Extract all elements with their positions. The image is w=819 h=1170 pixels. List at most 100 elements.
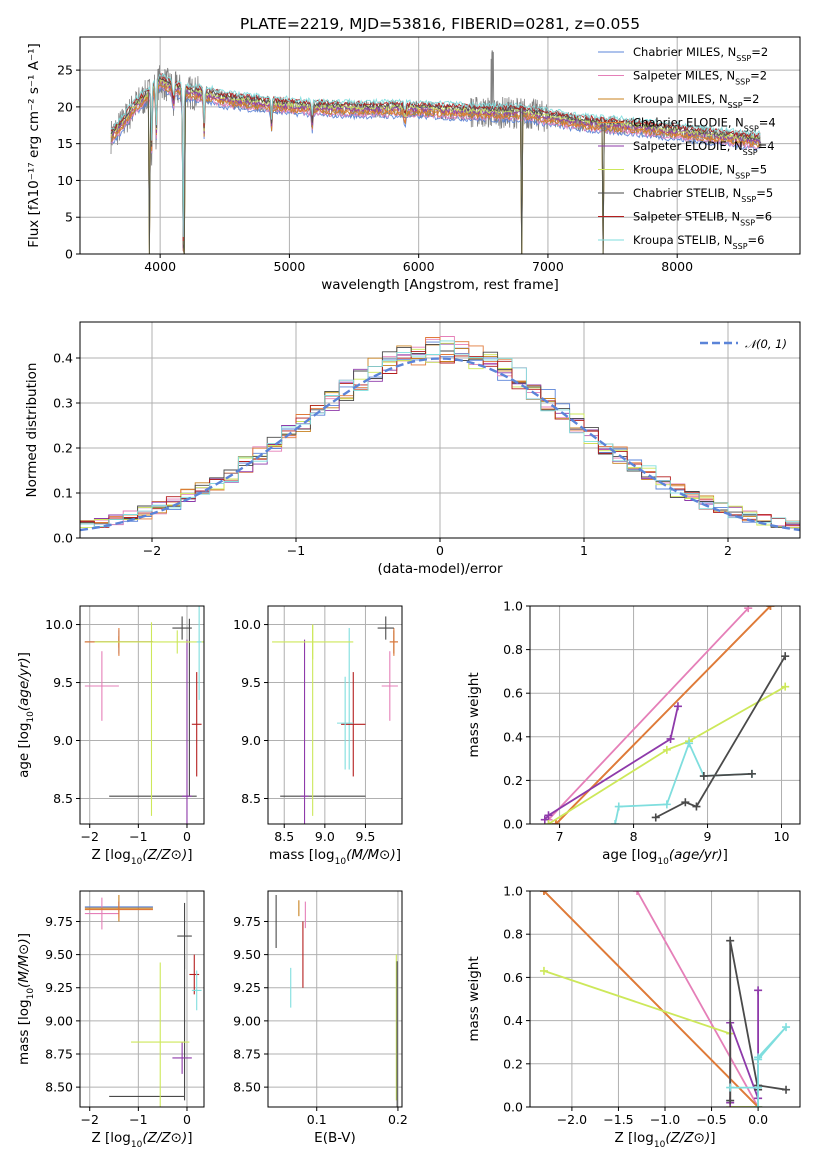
weight-line-salpeter-miles [636,891,759,1107]
chart-title: PLATE=2219, MJD=53816, FIBERID=0281, z=0… [240,15,640,33]
x-tick-label: 6000 [403,259,435,274]
plus-marker [754,986,763,995]
x-axis-label: age [log10(age/yr)] [602,847,728,867]
y-tick-label: 5 [65,210,73,225]
x-tick-label: 9 [704,829,712,844]
plus-marker [726,936,735,945]
x-tick-label: 0.0 [748,1112,768,1127]
plus-marker [766,606,775,610]
error-point-salpeter-miles [84,651,119,721]
y-tick-label: 0.8 [503,642,523,657]
y-axis-label: Flux [fλ10⁻¹⁷ erg cm⁻² s⁻¹ A⁻¹] [26,43,42,248]
legend-entry: Chabrier MILES, NSSP=2 [633,45,768,63]
y-tick-label: 0.6 [503,686,523,701]
x-tick-label: 7000 [532,259,564,274]
x-tick-label: −1 [129,829,147,844]
y-tick-label: 0.4 [53,351,73,366]
y-tick-label: 9.50 [45,947,73,962]
x-tick-label: 2 [724,543,732,558]
y-tick-label: 8.5 [53,791,73,806]
age-vs-metallicity-panel: −2 −1 0 8.5 9.0 9.5 10.0 Z [log10(Z/Z⊙)] age [lo… [16,605,205,867]
axes-frame [529,605,801,825]
plot-area [110,50,762,254]
plus-marker [633,891,642,895]
y-tick-label: 9.25 [45,980,73,995]
weight-line-chabrier-elodie [543,891,759,1107]
y-tick-label: 10 [57,173,73,188]
plus-marker [781,652,790,661]
plus-marker [611,820,620,824]
y-tick-label: 8.75 [233,1046,261,1061]
x-tick-label: 10 [774,829,790,844]
weight-line-salpeter-elodie [544,706,679,821]
error-point-kroupa-stelib [337,676,354,770]
model-spectrum-salpeter-stelib [110,72,761,242]
spectrum-panel: 4000 5000 6000 7000 8000 0 5 10 15 20 25 wavelength… [26,15,801,293]
x-tick-label: 4000 [144,259,176,274]
axes-frame [79,605,205,825]
y-tick-label: 0.0 [53,531,73,546]
weight-line-kroupa-stelib [730,1026,787,1107]
weight-line-salpeter-elodie [729,990,759,1103]
x-tick-label: 8.5 [274,829,294,844]
error-point-salpeter-miles [84,897,119,930]
grid [530,890,800,1108]
weight-line-kroupa-elodie [548,685,786,824]
y-tick-label: 9.75 [233,914,261,929]
y-axis-label: mass weight [466,956,482,1041]
y-tick-label: 0.2 [53,441,73,456]
y-tick-label: 9.75 [45,914,73,929]
plus-marker [747,769,756,778]
plus-marker [651,813,660,822]
grid [268,891,402,1107]
x-axis-label: Z [log10(Z/Z⊙)] [91,847,192,867]
legend-entry: Kroupa ELODIE, NSSP=5 [633,163,767,181]
plus-marker [614,802,623,811]
mass-vs-ebv-panel: 0.1 0.2 8.50 8.75 9.00 9.25 9.50 9.75 E(B-V) [233,890,408,1146]
plus-marker [681,798,690,807]
model-spectrum-chabrier-miles [110,86,761,254]
error-point-salpeter-elodie [182,639,192,824]
plot-area [80,336,800,532]
y-tick-label: 0.1 [53,486,73,501]
plus-marker [782,1085,791,1094]
y-tick-label: 10.0 [45,617,73,632]
plus-marker [754,1083,763,1092]
plus-marker [699,772,708,781]
legend-entry: Chabrier STELIB, NSSP=5 [633,186,773,204]
x-axis-label: Z [log10(Z/Z⊙)] [614,1130,715,1150]
y-tick-label: 0.4 [503,729,523,744]
x-tick-label: −0.5 [696,1112,726,1127]
plus-marker [726,1096,735,1105]
weight-vs-age-panel: 7 8 9 10 0.0 0.2 0.4 0.6 0.8 1.0 age [log10(age/yr… [466,599,801,867]
y-tick-label: 1.0 [503,884,523,899]
y-tick-label: 0.0 [503,817,523,832]
error-point-salpeter-elodie [300,639,309,824]
y-tick-label: 9.0 [241,733,261,748]
plus-marker [726,1083,735,1092]
age-vs-mass-panel: 8.5 9.0 9.5 8.5 9.0 9.5 10.0 mass [log10(M/M⊙)] [233,605,403,867]
error-point-chabrier-stelib [377,616,394,640]
y-tick-label: 9.00 [45,1013,73,1028]
y-tick-label: 8.75 [45,1046,73,1061]
x-tick-label: 0 [436,543,444,558]
error-point-kroupa-elodie [272,624,354,660]
weight-line-kroupa-stelib [614,740,752,824]
x-tick-label: −2 [81,829,99,844]
x-tick-label: −2.0 [557,1112,587,1127]
y-axis-label: mass [log10(M/M⊙)] [16,933,36,1065]
error-point-kroupa-stelib [196,606,202,700]
plus-marker [539,966,548,975]
normal-distribution-curve [80,357,800,532]
x-tick-label: 7 [556,829,564,844]
y-tick-label: 1.0 [503,599,523,614]
x-tick-label: 1 [580,543,588,558]
x-tick-label: −2 [81,1112,99,1127]
legend-entry: 𝒩(0, 1) [745,337,787,351]
grid [268,606,402,824]
y-axis-label: age [log10(age/yr)] [16,652,36,778]
x-tick-label: −1 [129,1112,147,1127]
model-spectrum-kroupa-stelib [110,73,761,238]
x-tick-label: −1.5 [603,1112,633,1127]
y-tick-label: 20 [57,99,73,114]
